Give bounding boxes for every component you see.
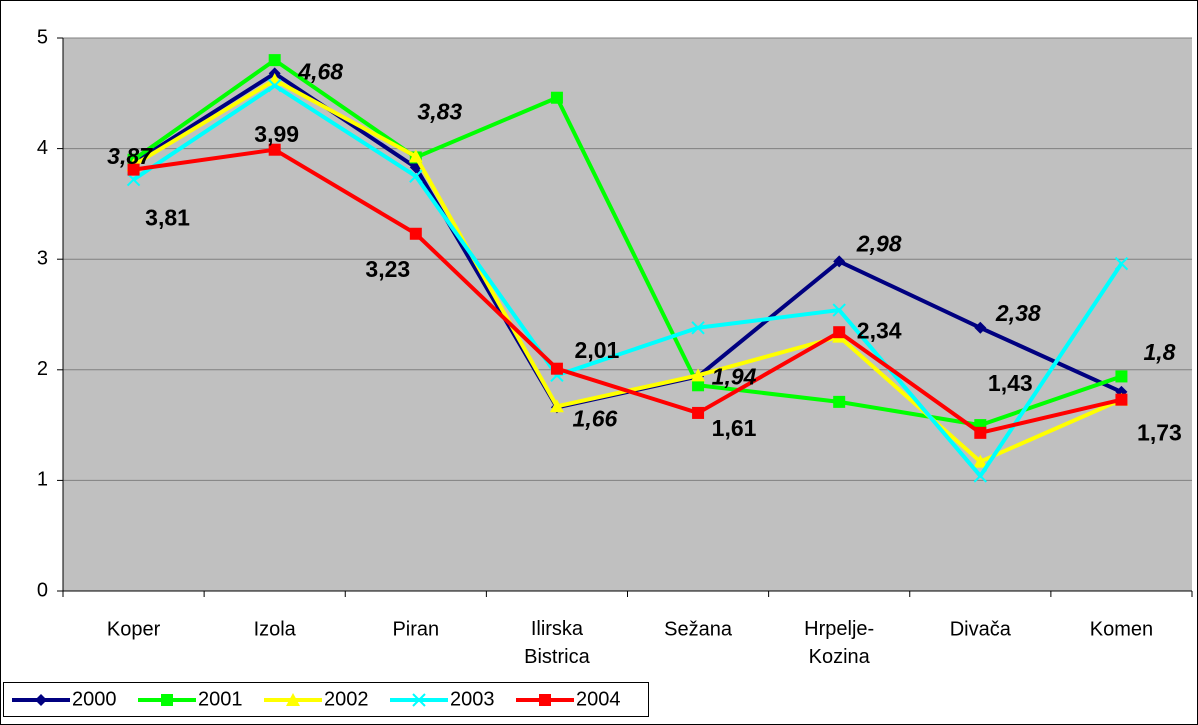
- data-label: 3,87: [107, 143, 153, 169]
- data-label: 1,61: [712, 415, 757, 441]
- x-tick-label: Izola: [254, 618, 297, 640]
- legend-label: 2001: [198, 688, 243, 710]
- series-line: [132, 83, 1124, 478]
- series-line: [133, 147, 1122, 435]
- data-label: 3,99: [254, 121, 299, 147]
- legend-marker: [539, 694, 551, 706]
- y-tick-label: 3: [37, 247, 48, 269]
- data-label: 1,94: [712, 364, 757, 390]
- marker: [833, 255, 846, 268]
- marker: [1115, 370, 1128, 383]
- marker: [973, 469, 988, 483]
- data-label: 1,73: [1137, 420, 1182, 446]
- x-tick-label: Ilirska Bistrica: [524, 618, 590, 668]
- x-tick-label-line: Ilirska: [531, 618, 584, 640]
- marker: [1115, 393, 1128, 406]
- x-tick-label: Piran: [392, 618, 439, 640]
- marker: [691, 321, 705, 335]
- marker: [409, 227, 422, 240]
- x-tick-label: Hrpelje- Kozina: [804, 618, 874, 668]
- x-tick-label: Sežana: [664, 618, 733, 640]
- marker: [974, 426, 987, 439]
- marker: [692, 379, 705, 392]
- y-tick-label: 5: [37, 26, 48, 48]
- y-tick-label: 1: [37, 469, 48, 491]
- marker: [127, 163, 140, 176]
- x-tick-label-line: Kozina: [809, 646, 871, 668]
- legend-marker: [412, 693, 426, 707]
- marker: [1114, 256, 1129, 271]
- marker: [409, 169, 423, 183]
- legend-marker: [161, 694, 173, 706]
- legend-label: 2003: [450, 688, 495, 710]
- y-tick-label: 4: [37, 137, 48, 159]
- x-tick-label-line: Hrpelje-: [804, 618, 874, 640]
- marker: [268, 54, 281, 67]
- data-label: 1,66: [573, 405, 618, 431]
- data-label: 1,8: [1143, 339, 1175, 365]
- y-tick-label: 2: [37, 358, 48, 380]
- marker: [974, 321, 987, 334]
- marker: [691, 368, 706, 382]
- marker: [833, 326, 846, 339]
- legend-label: 2002: [324, 688, 369, 710]
- marker: [832, 303, 846, 317]
- data-label: 4,68: [297, 58, 343, 84]
- data-label: 3,23: [365, 256, 410, 282]
- marker: [268, 143, 281, 156]
- x-tick-label: Divača: [950, 618, 1012, 640]
- data-label: 2,98: [856, 230, 902, 256]
- data-label: 3,83: [417, 98, 462, 124]
- series-line: [132, 58, 1123, 428]
- legend-label: 2000: [72, 688, 117, 710]
- marker: [833, 395, 846, 408]
- y-tick-label: 0: [37, 579, 48, 601]
- data-label: 2,01: [575, 337, 620, 363]
- plot-area: [63, 38, 1192, 591]
- marker: [692, 406, 705, 419]
- data-label: 2,34: [857, 317, 902, 343]
- marker: [550, 91, 563, 104]
- data-label: 1,43: [988, 370, 1033, 396]
- x-tick-label: Komen: [1090, 618, 1153, 640]
- legend-marker: [35, 694, 47, 706]
- marker: [408, 149, 423, 163]
- x-tick-label-line: Bistrica: [524, 646, 590, 668]
- legend-label: 2004: [576, 688, 621, 710]
- data-label: 2,38: [995, 300, 1041, 326]
- data-label: 3,81: [145, 205, 190, 231]
- marker: [267, 78, 282, 93]
- legend-marker: [286, 693, 300, 706]
- x-tick-label: Koper: [107, 618, 161, 640]
- marker: [549, 399, 564, 413]
- marker: [550, 362, 563, 375]
- marker: [973, 454, 988, 468]
